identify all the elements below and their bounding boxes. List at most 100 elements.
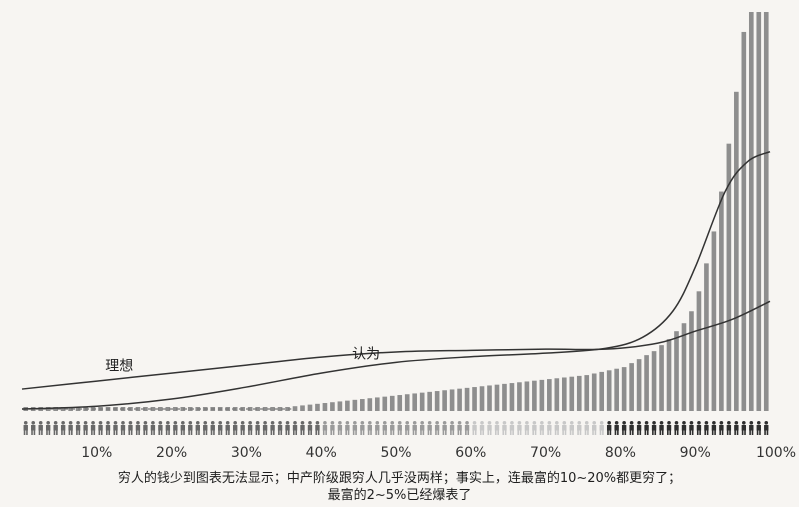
- bar: [487, 385, 492, 411]
- person-icon: [262, 421, 268, 435]
- person-icon: [128, 421, 133, 435]
- bar: [404, 394, 410, 411]
- person-icon: [45, 421, 51, 435]
- x-tick-label: 50%: [380, 445, 411, 461]
- person-icon: [330, 421, 335, 435]
- person-icon: [337, 421, 343, 435]
- bar: [345, 400, 350, 411]
- person-icon: [120, 421, 126, 435]
- person-icon: [756, 421, 761, 435]
- person-icon: [83, 421, 88, 435]
- person-icon: [741, 421, 747, 435]
- person-icon: [764, 421, 769, 435]
- person-icon: [569, 421, 574, 435]
- person-icon: [547, 421, 552, 435]
- person-icon: [203, 421, 208, 435]
- person-icon: [345, 421, 350, 435]
- person-icon: [113, 421, 118, 435]
- person-icon: [524, 421, 530, 435]
- bar: [569, 376, 575, 411]
- series-label: 理想: [105, 359, 133, 375]
- person-icon: [173, 421, 178, 435]
- bar: [68, 407, 73, 411]
- person-icon: [472, 421, 477, 435]
- bar: [60, 407, 66, 411]
- bar: [367, 398, 373, 411]
- person-icon: [711, 421, 717, 435]
- series-line-1: [21, 300, 771, 390]
- caption-line-1: 穷人的钱少到图表无法显示；中产阶级跟穷人几乎没两样；事实上，连最富的10~20%…: [117, 471, 682, 486]
- bar: [255, 407, 260, 411]
- person-icon: [315, 421, 320, 435]
- bar: [419, 392, 425, 411]
- person-icon: [210, 421, 215, 435]
- person-icon: [719, 421, 724, 435]
- bar: [666, 339, 672, 411]
- person-icon: [165, 421, 171, 435]
- person-icon: [419, 421, 425, 435]
- person-icon: [457, 421, 462, 435]
- bar: [704, 263, 709, 411]
- bar: [621, 367, 627, 411]
- x-tick-label: 60%: [455, 445, 486, 461]
- person-icon: [135, 421, 141, 435]
- person-icon: [352, 421, 358, 435]
- bar: [584, 375, 590, 411]
- person-icon: [150, 421, 156, 435]
- person-icon: [726, 421, 732, 435]
- bar: [374, 397, 380, 411]
- person-icon: [98, 421, 103, 435]
- person-icon: [218, 421, 223, 435]
- bar: [741, 31, 747, 411]
- bar: [360, 399, 365, 411]
- person-icon: [277, 421, 283, 435]
- person-icon: [629, 421, 634, 435]
- bar: [285, 407, 290, 411]
- bar: [539, 379, 545, 411]
- caption-line-2: 最富的2~5%已经爆表了: [327, 488, 472, 503]
- person-icon: [554, 421, 560, 435]
- person-icon: [651, 421, 657, 435]
- bar: [554, 378, 560, 411]
- x-tick-label: 80%: [605, 445, 636, 461]
- person-icon: [195, 421, 200, 435]
- bar: [636, 359, 642, 411]
- person-icon: [158, 421, 163, 435]
- person-icon: [644, 421, 649, 435]
- bar: [606, 370, 612, 411]
- bar: [502, 383, 507, 411]
- bar: [479, 386, 485, 411]
- person-icon: [68, 421, 73, 435]
- bar: [337, 401, 343, 411]
- person-icon: [31, 421, 36, 435]
- bar: [442, 390, 447, 411]
- bar: [180, 407, 186, 411]
- person-icon: [292, 421, 298, 435]
- bar: [270, 407, 275, 411]
- bar: [434, 391, 440, 411]
- person-icon: [285, 421, 290, 435]
- x-tick-label: 90%: [680, 445, 711, 461]
- bar: [524, 381, 530, 411]
- person-icon: [562, 421, 567, 435]
- person-icon: [614, 421, 619, 435]
- person-icon: [674, 421, 679, 435]
- person-icon: [449, 421, 455, 435]
- person-icon: [539, 421, 545, 435]
- bar: [389, 395, 395, 411]
- x-tick-label: 100%: [756, 445, 796, 461]
- bar: [412, 393, 418, 411]
- person-icon: [621, 421, 627, 435]
- bar: [509, 383, 515, 411]
- person-icon: [322, 421, 328, 435]
- person-icon: [382, 421, 387, 435]
- person-icon: [517, 421, 522, 435]
- x-tick-label: 10%: [81, 445, 112, 461]
- bar: [165, 407, 171, 411]
- person-icon: [442, 421, 447, 435]
- bar: [397, 395, 403, 411]
- person-icon: [360, 421, 365, 435]
- person-icon: [584, 421, 589, 435]
